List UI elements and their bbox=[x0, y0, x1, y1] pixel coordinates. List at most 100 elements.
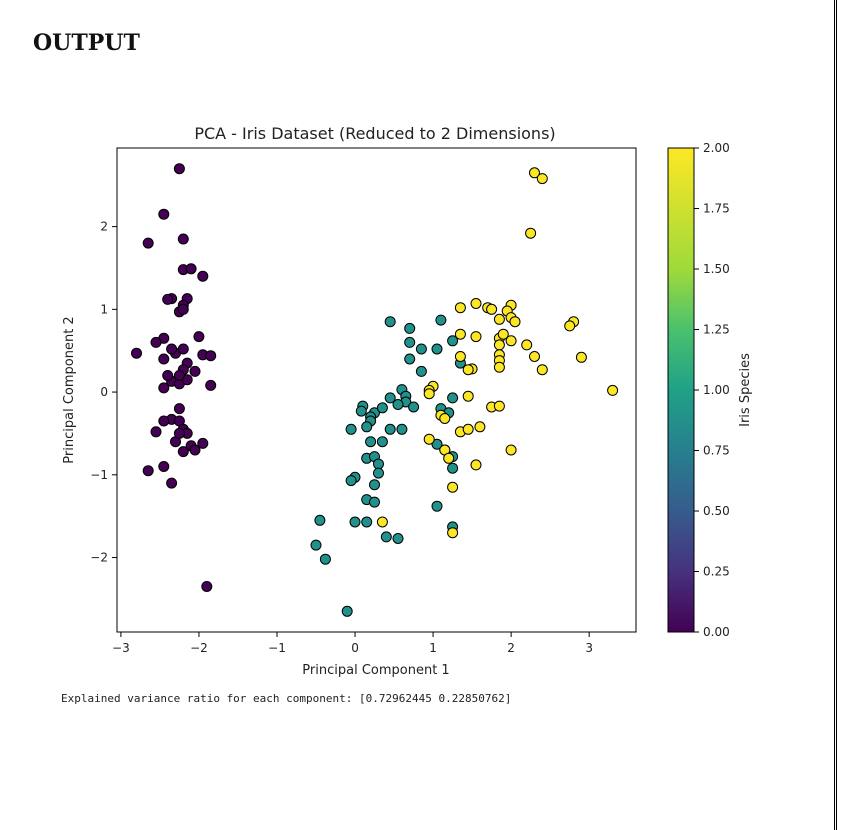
data-point-class-0 bbox=[173, 370, 185, 381]
data-point-class-2 bbox=[454, 302, 466, 314]
data-point-class-1 bbox=[384, 423, 396, 435]
data-point-class-2 bbox=[447, 527, 459, 539]
data-point-class-1 bbox=[345, 475, 357, 487]
data-point-class-0 bbox=[177, 343, 189, 355]
data-point-class-0 bbox=[162, 293, 174, 305]
data-point-class-2 bbox=[529, 351, 540, 362]
data-point-class-0 bbox=[162, 370, 174, 381]
data-point-class-2 bbox=[447, 481, 459, 493]
data-point-class-2 bbox=[521, 339, 533, 351]
data-point-class-0 bbox=[189, 444, 201, 456]
data-point-class-1 bbox=[408, 401, 420, 413]
y-tick-label: 2 bbox=[100, 220, 108, 234]
data-point-class-0 bbox=[131, 347, 142, 359]
colorbar-tick-label: 1.75 bbox=[703, 202, 730, 216]
data-point-class-1 bbox=[369, 479, 380, 491]
y-tick-label: 1 bbox=[100, 302, 108, 316]
data-point-class-0 bbox=[142, 465, 154, 477]
y-tick-label: −2 bbox=[90, 551, 108, 565]
data-point-class-2 bbox=[536, 364, 548, 376]
data-point-class-0 bbox=[150, 426, 162, 438]
data-point-class-2 bbox=[486, 303, 498, 315]
colorbar-ticks: 0.00 0.25 0.50 0.75 1.00 1.25 1.50 1.75 2.00 bbox=[694, 141, 730, 639]
data-point-class-2 bbox=[575, 351, 587, 363]
data-point-class-2 bbox=[493, 400, 505, 412]
data-point-class-0 bbox=[142, 237, 154, 249]
y-axis-label: Principal Component 2 bbox=[62, 316, 77, 463]
data-point-class-2 bbox=[423, 433, 435, 445]
data-point-class-1 bbox=[373, 458, 384, 470]
console-output: Explained variance ratio for each compon… bbox=[61, 692, 512, 705]
data-point-class-2 bbox=[462, 423, 474, 435]
data-point-class-2 bbox=[454, 328, 466, 340]
data-point-class-0 bbox=[197, 270, 209, 282]
data-point-class-1 bbox=[415, 365, 427, 377]
data-point-class-0 bbox=[166, 477, 178, 489]
x-tick-label: 0 bbox=[351, 641, 359, 655]
y-tick-label: 0 bbox=[100, 385, 108, 399]
data-point-class-2 bbox=[470, 331, 482, 343]
data-point-class-0 bbox=[158, 382, 170, 394]
colorbar-tick-label: 2.00 bbox=[703, 141, 730, 155]
data-point-class-2 bbox=[497, 328, 509, 340]
data-point-class-1 bbox=[319, 553, 331, 565]
data-point-class-0 bbox=[177, 303, 189, 315]
data-point-class-1 bbox=[431, 500, 443, 512]
data-point-class-0 bbox=[177, 446, 189, 458]
data-point-class-0 bbox=[193, 331, 205, 343]
page-heading: OUTPUT bbox=[33, 30, 140, 56]
colorbar-tick-label: 1.50 bbox=[703, 262, 730, 276]
data-point-class-0 bbox=[173, 403, 185, 415]
data-point-class-2 bbox=[509, 316, 521, 328]
data-point-class-1 bbox=[396, 423, 408, 435]
data-point-class-1 bbox=[431, 438, 443, 450]
data-point-class-2 bbox=[462, 390, 474, 402]
data-point-class-1 bbox=[447, 335, 459, 347]
data-point-class-0 bbox=[197, 437, 209, 449]
data-point-class-1 bbox=[404, 353, 416, 365]
data-point-class-1 bbox=[392, 399, 404, 410]
data-point-class-2 bbox=[536, 173, 548, 185]
data-point-class-0 bbox=[166, 343, 178, 355]
data-point-class-2 bbox=[423, 388, 435, 400]
data-point-class-0 bbox=[185, 263, 197, 275]
colorbar bbox=[667, 147, 695, 633]
data-point-class-1 bbox=[341, 605, 353, 617]
data-point-class-0 bbox=[189, 365, 201, 377]
data-point-class-2 bbox=[462, 364, 474, 376]
data-point-class-1 bbox=[447, 392, 459, 404]
data-point-class-0 bbox=[205, 350, 217, 362]
data-point-class-2 bbox=[439, 413, 451, 424]
data-point-class-2 bbox=[607, 384, 619, 396]
data-point-class-1 bbox=[384, 392, 396, 404]
data-point-class-1 bbox=[373, 467, 384, 479]
data-point-class-2 bbox=[470, 298, 482, 309]
data-point-class-1 bbox=[349, 516, 361, 528]
data-point-class-1 bbox=[376, 436, 388, 448]
colorbar-tick-label: 1.00 bbox=[703, 383, 730, 397]
data-point-class-2 bbox=[493, 361, 505, 373]
data-point-class-2 bbox=[470, 459, 482, 471]
data-point-class-2 bbox=[564, 320, 576, 332]
data-point-class-0 bbox=[177, 233, 189, 245]
x-axis-ticks: −3 −2 −1 0 1 2 3 bbox=[112, 632, 593, 655]
data-point-class-1 bbox=[447, 462, 459, 474]
chart-title: PCA - Iris Dataset (Reduced to 2 Dimensi… bbox=[194, 124, 555, 143]
data-point-class-1 bbox=[345, 423, 357, 435]
data-point-class-1 bbox=[369, 496, 380, 508]
plot-frame bbox=[116, 147, 637, 633]
data-point-class-2 bbox=[525, 227, 537, 239]
data-point-class-0 bbox=[201, 581, 213, 592]
data-point-class-1 bbox=[404, 336, 416, 348]
data-point-class-1 bbox=[361, 421, 373, 433]
x-tick-label: 1 bbox=[429, 641, 437, 655]
data-point-class-2 bbox=[474, 421, 486, 433]
colorbar-label: Iris Species bbox=[738, 353, 753, 427]
x-tick-label: 3 bbox=[585, 641, 593, 655]
y-axis-ticks: −2 −1 0 1 2 bbox=[90, 220, 117, 565]
data-point-class-0 bbox=[158, 415, 170, 427]
data-point-class-2 bbox=[443, 452, 455, 464]
data-point-class-1 bbox=[392, 533, 404, 544]
data-point-class-1 bbox=[314, 514, 326, 526]
data-point-class-2 bbox=[376, 516, 388, 528]
